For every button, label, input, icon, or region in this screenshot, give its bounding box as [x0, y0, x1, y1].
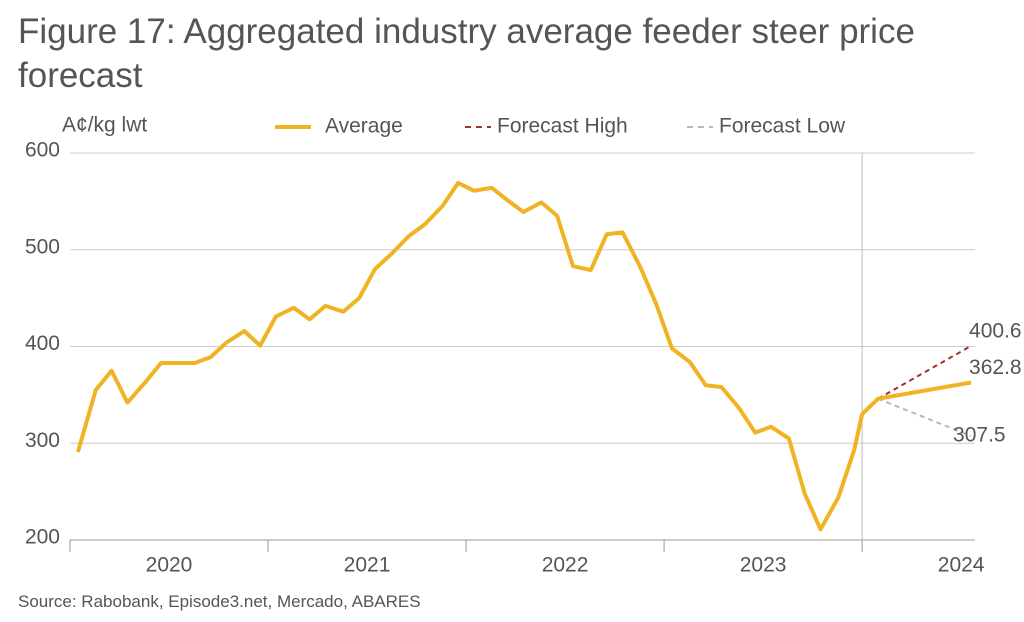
- series-line: [75, 180, 972, 532]
- legend-label: Forecast Low: [719, 115, 846, 138]
- x-tick-label: 2024: [938, 554, 985, 577]
- y-tick-label: 400: [25, 332, 60, 355]
- y-tick-label: 300: [25, 429, 60, 452]
- x-tick-label: 2022: [542, 554, 589, 577]
- chart: A¢/kg lwt 200 300 400 500 600 2020 2021 2022 202…: [25, 114, 1022, 577]
- x-tick-label: 2021: [344, 554, 391, 577]
- y-tick-label: 200: [25, 526, 60, 549]
- x-tick-label: 2020: [146, 554, 193, 577]
- x-tick-label: 2023: [740, 554, 787, 577]
- series-line: [877, 397, 972, 437]
- y-axis-label: A¢/kg lwt: [62, 114, 147, 137]
- legend-label: Forecast High: [497, 115, 628, 138]
- data-label: 307.5: [953, 424, 1006, 447]
- y-tick-label: 600: [25, 139, 60, 162]
- data-label: 400.6: [969, 319, 1022, 342]
- chart-title: Figure 17: Aggregated industry average f…: [18, 12, 915, 95]
- legend-label: Average: [325, 115, 403, 138]
- data-label: 362.8: [969, 356, 1022, 379]
- y-tick-label: 500: [25, 235, 60, 258]
- source-note: Source: Rabobank, Episode3.net, Mercado,…: [18, 592, 421, 611]
